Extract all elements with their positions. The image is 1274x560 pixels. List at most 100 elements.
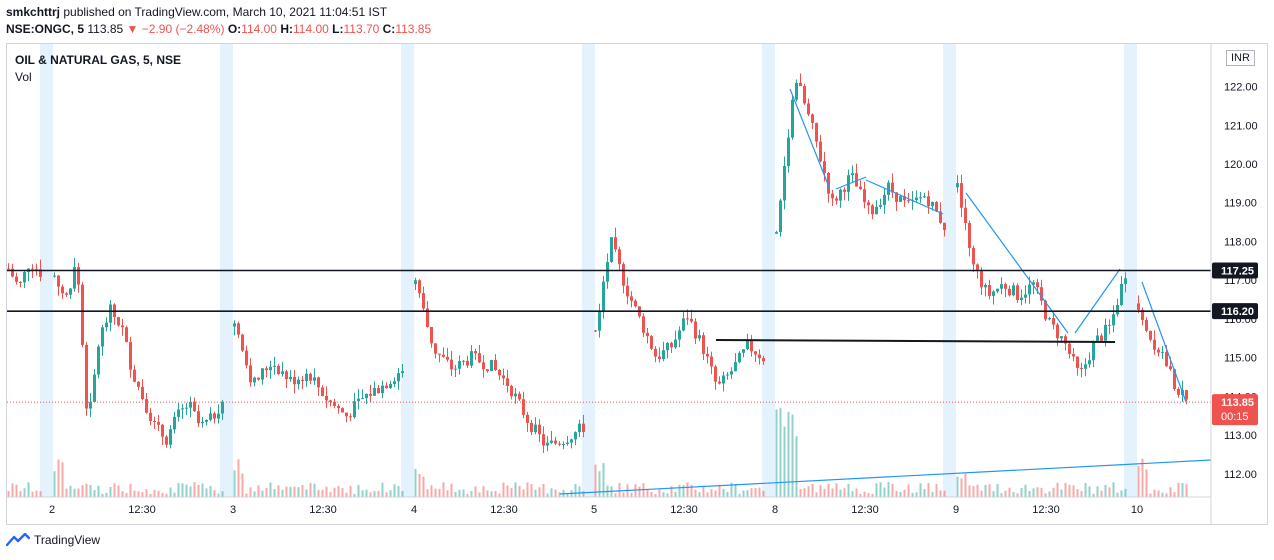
currency-button[interactable]: INR xyxy=(1226,50,1255,66)
candle-body xyxy=(177,409,180,417)
volume-bar xyxy=(807,486,810,497)
candle-body xyxy=(606,261,609,282)
support-line-day5-9[interactable] xyxy=(715,339,1116,343)
chart-legend-title[interactable]: OIL & NATURAL GAS, 5, NSE xyxy=(15,53,182,67)
volume-bar xyxy=(1137,465,1140,497)
candle-body xyxy=(141,386,144,400)
volume-bar xyxy=(883,487,886,497)
volume-bar xyxy=(1060,489,1063,497)
footer-brand[interactable]: TradingView xyxy=(34,533,101,547)
candle-body xyxy=(209,413,212,420)
volume-bar xyxy=(574,483,577,497)
volume-bar xyxy=(309,482,312,497)
volume-bar xyxy=(915,492,918,497)
volume-bar xyxy=(1088,486,1091,497)
volume-bar xyxy=(65,488,68,497)
candle-body xyxy=(273,365,276,367)
volume-bar xyxy=(105,492,108,497)
candle-body xyxy=(710,356,713,367)
volume-bar xyxy=(1153,489,1156,497)
candle-body xyxy=(462,360,465,362)
candle-body xyxy=(213,413,216,419)
candle-body xyxy=(815,122,818,142)
volume-bar xyxy=(702,485,705,497)
volume-bar xyxy=(377,490,380,497)
volume-bar xyxy=(241,473,244,497)
volume-bar xyxy=(542,483,545,497)
volume-bar xyxy=(891,483,894,497)
volume-bar xyxy=(1068,484,1071,497)
candle-body xyxy=(690,318,693,322)
candle-body xyxy=(510,385,513,397)
volume-bar xyxy=(57,459,60,497)
candle-body xyxy=(658,356,661,360)
author-name[interactable]: smkchttrj xyxy=(6,5,61,19)
candle-body xyxy=(746,341,749,350)
volume-bar xyxy=(614,493,617,497)
candle-body xyxy=(345,412,348,417)
volume-bar xyxy=(919,483,922,497)
time-axis: 2 12:30 3 12:30 4 12:30 5 12:30 8 12:30 9 12:30 10 xyxy=(49,504,1143,516)
candle-body xyxy=(674,339,677,348)
candle-body xyxy=(839,189,842,201)
volume-bar xyxy=(389,490,392,497)
volume-bar xyxy=(976,484,979,497)
candle-body xyxy=(935,201,938,212)
volume-bar xyxy=(1040,487,1043,497)
volume-bar xyxy=(923,488,926,497)
trendline-day9-v-up[interactable] xyxy=(1074,268,1121,334)
chart-frame[interactable] xyxy=(6,43,1268,525)
candle-body xyxy=(193,401,196,412)
volume-bar xyxy=(253,491,256,497)
candle-body xyxy=(377,388,380,394)
volume-bar xyxy=(1185,484,1188,497)
candle-body xyxy=(189,401,192,408)
candle-body xyxy=(145,399,148,413)
volume-legend[interactable]: Vol xyxy=(15,70,32,84)
volume-bar xyxy=(799,488,802,497)
candle-body xyxy=(598,311,601,331)
change-down-icon: ▼ xyxy=(126,22,139,36)
volume-bar xyxy=(422,476,425,497)
volume-bar xyxy=(249,487,252,497)
candle-body xyxy=(783,165,786,201)
trendline-day10-drop[interactable] xyxy=(1141,281,1187,403)
volume-bar xyxy=(1100,490,1103,497)
volume-bar xyxy=(534,489,537,497)
volume-bar xyxy=(650,491,653,497)
volume-bar xyxy=(1044,493,1047,497)
candle-body xyxy=(1040,287,1043,301)
volume-bar xyxy=(907,484,910,497)
volume-bar xyxy=(1124,488,1127,497)
volume-bar xyxy=(1024,484,1027,497)
trendline-day8-drop[interactable] xyxy=(789,88,830,188)
volume-bar xyxy=(426,489,429,497)
candle-body xyxy=(526,414,529,423)
candle-body xyxy=(133,369,136,382)
candle-body xyxy=(361,398,364,400)
volume-bar xyxy=(193,482,196,497)
volume-bar xyxy=(438,488,441,497)
candle-body xyxy=(446,356,449,360)
trendline-day8-rise[interactable] xyxy=(835,176,867,190)
volume-bar xyxy=(1012,492,1015,497)
volume-bar xyxy=(1169,487,1172,497)
volume-bar xyxy=(145,489,148,497)
candle-body xyxy=(369,393,372,396)
volume-bar xyxy=(630,492,633,497)
trendline-day8-to-9[interactable] xyxy=(865,179,944,215)
candle-body xyxy=(125,327,128,343)
candle-body xyxy=(426,308,429,327)
trendline-day9-drop[interactable] xyxy=(965,192,1069,334)
candle-body xyxy=(996,288,999,292)
candle-body xyxy=(919,197,922,199)
volume-trendline[interactable] xyxy=(559,459,1212,495)
candle-body xyxy=(1052,318,1055,325)
annotation-lines xyxy=(559,88,1212,495)
volume-bar xyxy=(149,493,152,497)
candle-body xyxy=(799,82,802,87)
volume-bar xyxy=(722,488,725,497)
candle-body xyxy=(968,223,971,248)
volume-bar xyxy=(775,409,778,497)
